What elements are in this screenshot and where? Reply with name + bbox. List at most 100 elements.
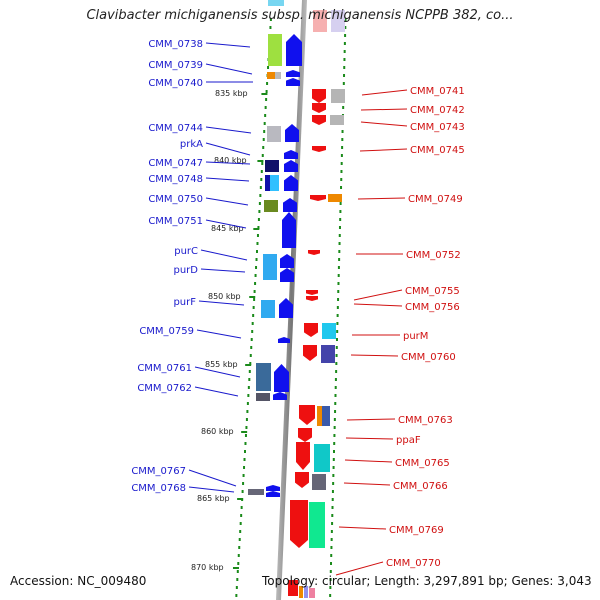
gene-cmm-0743-arrow[interactable] xyxy=(312,115,326,125)
gene-cmm-0742-arrow[interactable] xyxy=(312,103,326,113)
gene-label-left[interactable]: CMM_0751 xyxy=(148,216,203,227)
gene-cmm-0749-block[interactable] xyxy=(328,194,342,202)
gene-cmm-0769-arrow[interactable] xyxy=(290,500,308,548)
track-dot xyxy=(337,290,340,293)
gene-cmm-0766-arrow[interactable] xyxy=(295,472,309,488)
gene-label-right[interactable]: CMM_0769 xyxy=(389,525,444,536)
leader-line xyxy=(188,486,235,493)
gene-cmm-0770-block3[interactable] xyxy=(304,586,308,598)
gene-cmm-0750-arrow[interactable] xyxy=(283,198,297,212)
gene-purf-block[interactable] xyxy=(261,300,275,318)
gene-label-left[interactable]: CMM_0744 xyxy=(148,123,203,134)
leader-line xyxy=(205,63,253,75)
gene-label-right[interactable]: CMM_0760 xyxy=(401,352,456,363)
track-dot xyxy=(243,458,246,461)
gene-cmm-0743-block[interactable] xyxy=(330,115,344,125)
gene-cmm-0762-block[interactable] xyxy=(256,393,270,401)
gene-label-right[interactable]: purM xyxy=(403,331,428,342)
gene-cmm-0740-arrow[interactable] xyxy=(286,78,300,86)
gene-label-left[interactable]: CMM_0747 xyxy=(148,158,203,169)
gene-label-right[interactable]: ppaF xyxy=(396,435,421,446)
gene-cmm-0755-arrow[interactable] xyxy=(306,290,318,295)
gene-label-right[interactable]: CMM_0745 xyxy=(410,145,465,156)
gene-label-left[interactable]: CMM_0761 xyxy=(137,363,192,374)
gene-label-left[interactable]: CMM_0768 xyxy=(131,483,186,494)
gene-label-right[interactable]: CMM_0770 xyxy=(386,558,441,569)
gene-cmm-0762-arrow[interactable] xyxy=(273,392,287,400)
gene-cmm-0760-arrow[interactable] xyxy=(303,345,317,361)
gene-ppaf-arrow[interactable] xyxy=(298,428,312,442)
gene-label-right[interactable]: CMM_0755 xyxy=(405,286,460,297)
gene-label-right[interactable]: CMM_0752 xyxy=(406,250,461,261)
gene-label-left[interactable]: CMM_0739 xyxy=(148,60,203,71)
gene-cmm-0761-block[interactable] xyxy=(256,363,271,391)
gene-label-left[interactable]: purC xyxy=(174,246,198,257)
track-dot xyxy=(245,426,248,429)
gene-cmm-0750-block[interactable] xyxy=(264,200,278,212)
gene-cmm-0760-block[interactable] xyxy=(321,345,335,363)
gene-purc-arrow[interactable] xyxy=(280,254,294,268)
gene-label-left[interactable]: CMM_0740 xyxy=(148,78,203,89)
gene-purf-arrow[interactable] xyxy=(279,298,293,318)
gene-cmm-0763-arrow[interactable] xyxy=(299,405,315,425)
gene-cmm-0763-block2[interactable] xyxy=(322,406,330,426)
gene-label-left[interactable]: CMM_0759 xyxy=(139,326,194,337)
gene-purd-arrow[interactable] xyxy=(280,268,294,282)
gene-cmm-0738-block[interactable] xyxy=(268,34,282,66)
gene-cmm-0748-block2[interactable] xyxy=(270,175,279,191)
gene-cmm-0747-block[interactable] xyxy=(265,160,279,172)
gene-cmm-0763-block[interactable] xyxy=(317,406,322,426)
gene-label-right[interactable]: CMM_0743 xyxy=(410,122,465,133)
gene-cmm-0756-arrow[interactable] xyxy=(306,296,318,301)
gene-cmm-0767-arrow[interactable] xyxy=(266,485,280,491)
gene-cmm-0749-arrow[interactable] xyxy=(310,195,326,201)
gene-cmm-0766-block[interactable] xyxy=(312,474,326,490)
gene-purm-arrow[interactable] xyxy=(304,323,318,337)
gene-cmm-0741-block[interactable] xyxy=(331,89,345,103)
gene-label-right[interactable]: CMM_0766 xyxy=(393,481,448,492)
gene-cmm-0770-block4[interactable] xyxy=(309,588,315,598)
gene-cmm-0739-arrow[interactable] xyxy=(286,70,300,77)
gene-cmm-0767-block[interactable] xyxy=(248,489,264,495)
gene-cmm-0745-arrow[interactable] xyxy=(312,146,326,152)
gene-purm-block[interactable] xyxy=(322,323,336,339)
gene-label-left[interactable]: CMM_0767 xyxy=(131,466,186,477)
gene-label-left[interactable]: CMM_0738 xyxy=(148,39,203,50)
track-dot xyxy=(238,538,241,541)
gene-label-left[interactable]: purF xyxy=(173,297,196,308)
gene-cmm-0770-block2[interactable] xyxy=(299,586,303,598)
gene-cmm-0765-arrow[interactable] xyxy=(296,442,310,470)
gene-purc-block[interactable] xyxy=(263,254,277,280)
track-dot xyxy=(334,378,337,381)
gene-label-left[interactable]: CMM_0762 xyxy=(137,383,192,394)
gene-label-right[interactable]: CMM_0765 xyxy=(395,458,450,469)
gene-cmm-0744-block[interactable] xyxy=(267,126,281,142)
gene-cmm-0739-block2[interactable] xyxy=(275,72,281,79)
gene-label-left[interactable]: CMM_0748 xyxy=(148,174,203,185)
gene-cmm-0739-block[interactable] xyxy=(267,72,275,79)
gene-label-left[interactable]: prkA xyxy=(180,139,203,150)
gene-cmm-0769-block[interactable] xyxy=(309,502,325,548)
gene-cmm-0761-arrow[interactable] xyxy=(274,364,289,392)
gene-cmm-0738-arrow[interactable] xyxy=(286,34,302,66)
gene-label-right[interactable]: CMM_0756 xyxy=(405,302,460,313)
gene-cmm-0751-arrow[interactable] xyxy=(282,212,296,248)
gene-label-right[interactable]: CMM_0742 xyxy=(410,105,465,116)
gene-label-left[interactable]: purD xyxy=(174,265,199,276)
gene-prka-arrow[interactable] xyxy=(284,150,298,159)
gene-cmm-0759-arrow[interactable] xyxy=(278,337,290,343)
gene-cmm-0770-block[interactable] xyxy=(288,580,298,596)
gene-cmm-0741-arrow[interactable] xyxy=(312,89,326,103)
gene-cmm-0748-block[interactable] xyxy=(265,175,270,191)
gene-label-right[interactable]: CMM_0741 xyxy=(410,86,465,97)
track-dot xyxy=(265,98,268,101)
gene-cmm-0752-arrow[interactable] xyxy=(308,250,320,255)
gene-cmm-0748-arrow[interactable] xyxy=(284,175,298,191)
gene-label-right[interactable]: CMM_0763 xyxy=(398,415,453,426)
gene-cmm-0765-block[interactable] xyxy=(314,444,330,472)
gene-label-right[interactable]: CMM_0749 xyxy=(408,194,463,205)
gene-label-left[interactable]: CMM_0750 xyxy=(148,194,203,205)
gene-cmm-0744-arrow[interactable] xyxy=(285,124,299,142)
gene-cmm-0768-arrow[interactable] xyxy=(266,491,280,497)
gene-cmm-0747-arrow[interactable] xyxy=(284,160,298,172)
